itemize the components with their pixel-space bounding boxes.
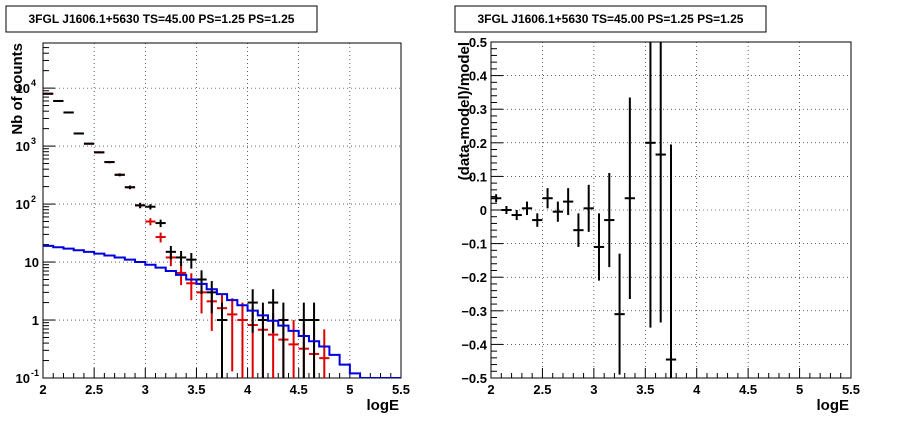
y-axis-label: Nb of counts [9,43,26,135]
data-point [175,251,187,267]
residual-point [583,184,594,232]
x-axis-label: logE [817,397,850,414]
x-tick-label: 5 [796,382,803,397]
y-tick-label: −0.1 [461,237,487,252]
chart-title-box [5,5,318,33]
y-tick-label: 10 [16,81,30,96]
model-point [227,298,238,372]
data-point [73,132,84,135]
residual-point [552,201,563,222]
residual-point [511,210,522,221]
x-tick-label: 2.5 [85,382,103,397]
residual-point [665,144,677,378]
model-point [186,273,197,301]
data-point [43,92,54,95]
data-point [206,281,217,314]
data-point [216,302,228,378]
y-tick-label: −0.4 [461,337,487,352]
residual-point [521,201,533,216]
y-tick-label: 0.5 [469,35,487,50]
data-point [94,151,105,154]
y-tick-label: 0.3 [469,102,487,117]
x-tick-label: 3.5 [187,382,205,397]
x-tick-label: 4 [244,382,252,397]
model-point [237,302,248,378]
y-tick-label: 1 [32,313,39,328]
y-tick-exponent: 3 [31,136,36,146]
residual-point [532,213,543,227]
data-point [104,161,115,164]
residual-point [624,97,635,300]
data-point [155,219,166,228]
y-tick-label: 0.2 [469,136,487,151]
y-axis-label: (data-model)/model [456,42,473,180]
series-layer [43,92,401,378]
model-point [319,329,330,378]
model-point [288,320,299,378]
y-tick-label: 0.1 [469,169,487,184]
residual-point [645,42,656,328]
residual-point [491,194,502,203]
data-point [53,99,64,102]
y-tick-label: −0.3 [461,304,487,319]
x-tick-label: 2 [487,382,494,397]
residual-point [563,188,574,216]
data-point [114,173,125,177]
x-tick-label: 4.5 [739,382,757,397]
data-point [135,202,146,209]
data-point [268,289,279,333]
model-point [155,232,166,243]
residual-point [614,253,625,375]
residual-point [593,213,605,281]
residual-point [573,213,584,247]
x-tick-label: 5 [346,382,353,397]
x-tick-label: 3.5 [636,382,654,397]
y-tick-label: 10 [16,197,30,212]
x-tick-label: 3 [590,382,597,397]
x-tick-label: 2 [39,382,46,397]
data-point [257,302,269,378]
y-tick-label: 10 [16,371,30,386]
data-point [63,111,74,114]
x-tick-label: 3 [142,382,149,397]
data-point [83,142,95,145]
x-tick-label: 5.5 [842,382,860,397]
chart-title: 3FGL J1606.1+5630 TS=45.00 PS=1.25 PS=1.… [478,12,744,26]
x-axis-label: logE [367,397,400,414]
y-tick-label: 0 [480,203,487,218]
residual-point [604,173,615,268]
data-point [124,185,136,190]
y-tick-exponent: 2 [31,194,36,204]
background-step-line [43,244,401,378]
data-point [298,302,309,378]
residual-point [655,42,666,323]
x-tick-label: 5.5 [392,382,410,397]
residual-point [542,188,553,209]
x-tick-label: 4.5 [290,382,308,397]
data-point [165,246,176,260]
chart-panel-2: 2 2.5 3 3.5 4 4.5 5 5.5 0.5 0.4 0.3 0.2 0.1 0 −0.1 −0.2… [454,5,860,414]
residual-point [501,205,512,215]
y-tick-exponent: 4 [31,78,36,88]
chart-title-box [454,5,767,33]
y-tick-label: 10 [25,255,39,270]
y-tick-label: 0.4 [469,69,488,84]
data-point [196,270,207,295]
data-point [186,253,197,269]
y-tick-label: 10 [16,139,30,154]
series-layer [491,42,677,378]
y-tick-label: −0.5 [461,371,487,386]
y-tick-exponent: -1 [31,368,39,378]
model-point [145,218,156,226]
x-tick-label: 4 [693,382,701,397]
y-tick-label: −0.2 [461,270,487,285]
chart-title: 3FGL J1606.1+5630 TS=45.00 PS=1.25 PS=1.… [29,12,295,26]
data-point [145,204,156,210]
x-tick-label: 2.5 [533,382,551,397]
data-point [278,302,289,378]
